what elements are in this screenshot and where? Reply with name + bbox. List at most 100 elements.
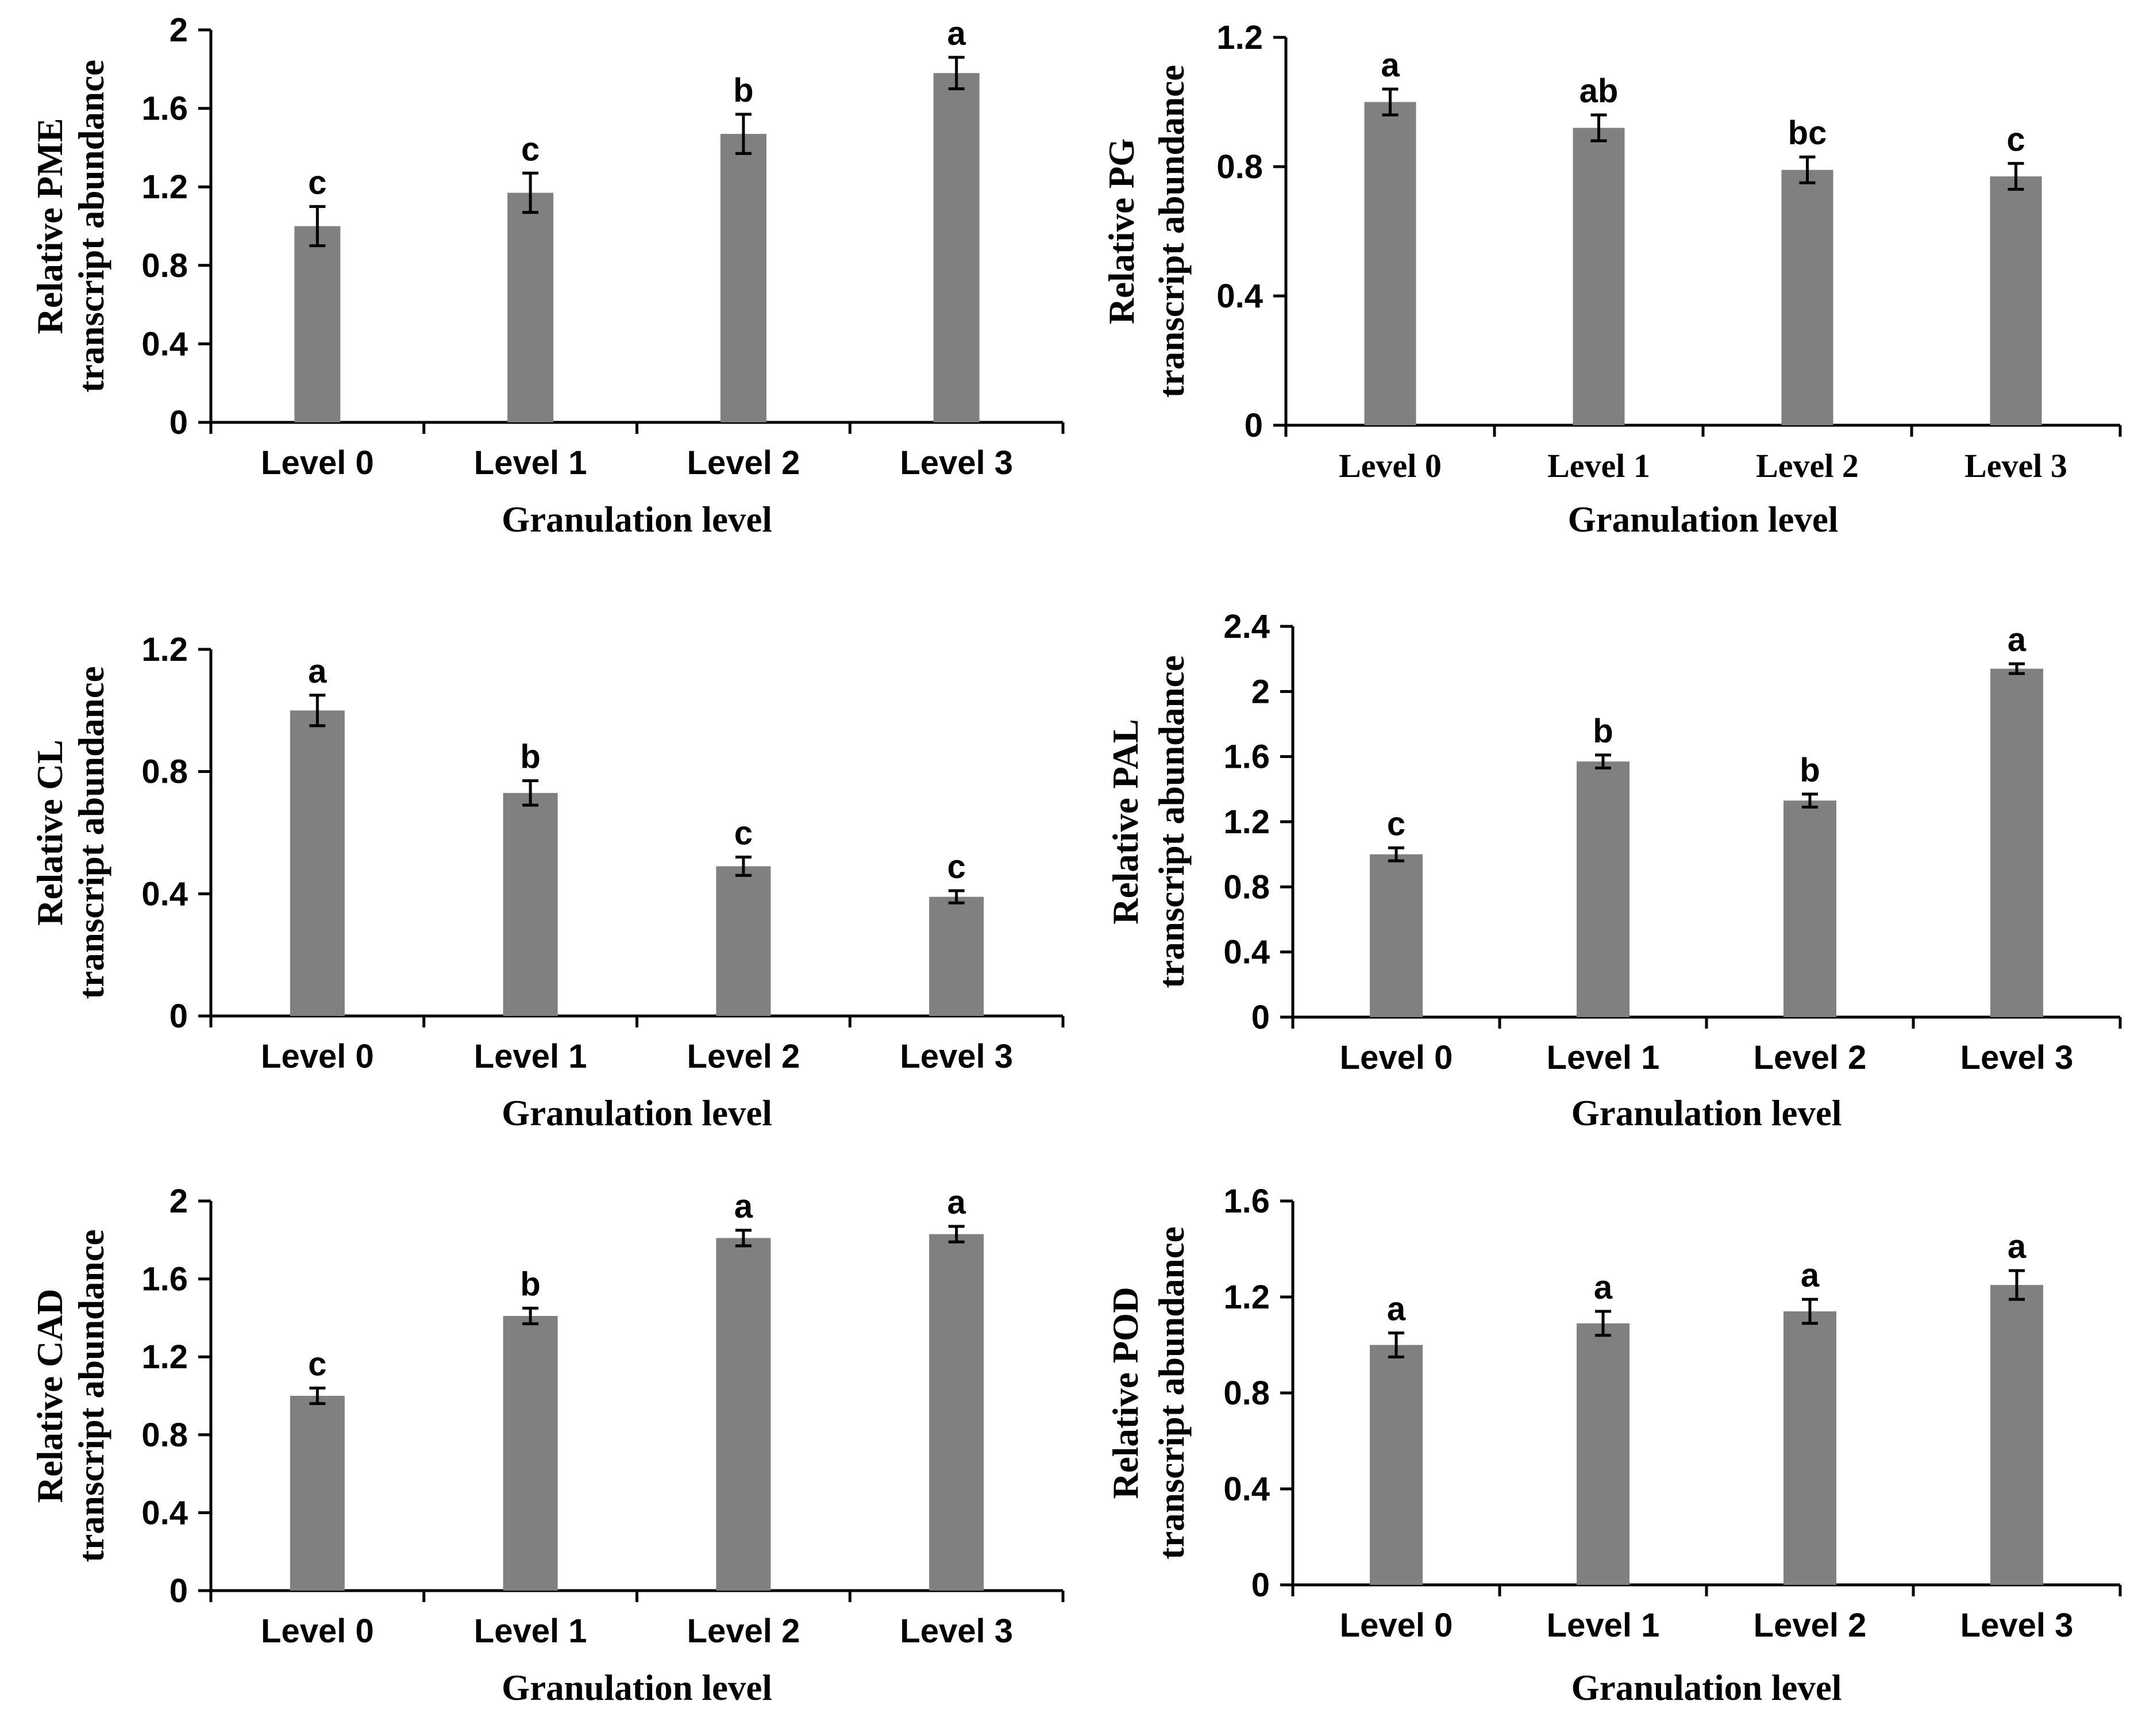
x-category-label: Level 1 — [1547, 447, 1650, 484]
chart-panel-cl: 0 0.4 0.8 1.2 a Level 0 b Level 1 c Level 2 c Level… — [30, 631, 1065, 1133]
bar — [1990, 1285, 2043, 1585]
y-tick-label: 2 — [170, 11, 188, 49]
bar — [290, 710, 345, 1016]
x-category-label: Level 1 — [1547, 1607, 1660, 1644]
significance-label: b — [1800, 752, 1820, 789]
y-axis-title-line2: transcript abundance — [71, 1229, 111, 1562]
y-tick-label: 0 — [1251, 1566, 1270, 1604]
error-bar — [1388, 846, 1404, 863]
x-axis-title: Granulation level — [502, 1093, 772, 1133]
x-category-label: Level 0 — [261, 1038, 374, 1075]
x-axis-title: Granulation level — [1571, 1093, 1842, 1133]
error-bar — [735, 856, 752, 877]
y-axis-title-line1: Relative PAL — [1105, 719, 1146, 924]
bar — [507, 193, 554, 422]
y-tick-label: 0.8 — [1223, 1375, 1270, 1412]
y-tick-label: 1.2 — [1223, 1279, 1270, 1316]
x-category-label: Level 3 — [900, 1612, 1013, 1650]
error-bar — [948, 1225, 965, 1244]
error-bar — [1590, 113, 1607, 143]
significance-label: c — [521, 130, 540, 168]
y-axis-title-line1: Relative PME — [30, 118, 70, 334]
significance-label: b — [1593, 713, 1613, 750]
bar — [1783, 1311, 1836, 1585]
y-tick-label: 0.4 — [1223, 934, 1270, 971]
bar — [933, 73, 980, 422]
chart-panel-pod: 0 0.4 0.8 1.2 1.6 a Level 0 a Level 1 a Level 2 a Le… — [1105, 1183, 2122, 1708]
chart-panel-pme: 0 0.4 0.8 1.2 1.6 2 c Level 0 c Level 1 b Level 2 a L… — [30, 11, 1065, 540]
y-tick-label: 2 — [1251, 673, 1270, 710]
error-bar — [735, 1229, 752, 1248]
y-tick-label: 0.4 — [141, 1494, 188, 1531]
y-tick-label: 0 — [1245, 407, 1263, 444]
significance-label: a — [1387, 1291, 1406, 1328]
error-bar — [948, 889, 965, 904]
y-axis-title-line2: transcript abundance — [71, 666, 111, 999]
bar — [1781, 170, 1833, 425]
significance-label: c — [308, 164, 326, 201]
significance-label: a — [2008, 621, 2027, 659]
significance-label: a — [947, 1184, 966, 1221]
significance-label: a — [2008, 1228, 2027, 1265]
x-category-label: Level 2 — [687, 444, 800, 482]
error-bar — [522, 171, 539, 214]
significance-label: a — [308, 653, 327, 690]
chart-panel-pal: 0 0.4 0.8 1.2 1.6 2 2.4 c Level 0 b Level 1 b Level … — [1105, 608, 2122, 1133]
y-tick-label: 2 — [170, 1183, 188, 1220]
bar — [716, 1238, 771, 1591]
y-tick-label: 0.4 — [1216, 278, 1263, 315]
bar — [1370, 854, 1423, 1017]
x-category-label: Level 3 — [1960, 1607, 2074, 1644]
error-bar — [2009, 1269, 2025, 1301]
bar — [1573, 128, 1625, 425]
y-tick-label: 1.2 — [141, 1338, 188, 1376]
error-bar — [1382, 87, 1399, 117]
bar — [929, 896, 984, 1016]
x-category-label: Level 0 — [1340, 1039, 1453, 1076]
chart-panel-pg: 0 0.4 0.8 1.2 a Level 0 ab Level 1 bc Level 2 c Lev… — [1101, 19, 2122, 540]
bar — [294, 226, 341, 422]
y-tick-label: 1.2 — [141, 168, 188, 206]
x-category-label: Level 0 — [1340, 1607, 1453, 1644]
bar — [929, 1234, 984, 1591]
bar — [503, 792, 558, 1016]
x-category-label: Level 1 — [474, 444, 587, 482]
y-tick-label: 0.8 — [141, 247, 188, 284]
error-bar — [948, 56, 965, 90]
x-category-label: Level 2 — [687, 1612, 800, 1650]
x-category-label: Level 2 — [1756, 447, 1859, 484]
bar — [720, 133, 766, 422]
y-axis-title-line1: Relative PG — [1101, 138, 1142, 325]
bar — [1370, 1345, 1423, 1585]
significance-label: c — [308, 1345, 326, 1383]
significance-label: a — [1381, 47, 1400, 84]
y-tick-label: 0 — [170, 404, 188, 441]
bar — [1577, 761, 1629, 1017]
significance-label: a — [1594, 1269, 1613, 1306]
y-axis-title-line1: Relative CAD — [30, 1289, 70, 1503]
error-bar — [522, 1306, 539, 1326]
y-tick-label: 1.6 — [1223, 738, 1270, 776]
y-axis-title-line1: Relative POD — [1105, 1287, 1146, 1499]
y-tick-label: 0 — [170, 998, 188, 1035]
significance-label: a — [947, 15, 966, 52]
y-tick-label: 0.4 — [1223, 1471, 1270, 1508]
y-axis-title-line2: transcript abundance — [1151, 65, 1192, 398]
y-tick-label: 0.8 — [141, 1416, 188, 1454]
y-tick-label: 0.4 — [141, 325, 188, 363]
x-category-label: Level 0 — [261, 444, 374, 482]
error-bar — [735, 113, 752, 155]
significance-label: a — [1801, 1257, 1820, 1294]
y-axis-title-line1: Relative CL — [30, 740, 70, 926]
significance-label: c — [1387, 805, 1405, 842]
significance-label: c — [734, 815, 753, 852]
x-axis-title: Granulation level — [1568, 499, 1839, 540]
error-bar — [1595, 1310, 1611, 1337]
x-category-label: Level 3 — [1964, 447, 2067, 484]
x-category-label: Level 0 — [261, 1612, 374, 1650]
error-bar — [1595, 753, 1611, 769]
significance-label: ab — [1580, 72, 1619, 110]
significance-label: b — [520, 1265, 540, 1303]
significance-label: bc — [1788, 114, 1827, 152]
